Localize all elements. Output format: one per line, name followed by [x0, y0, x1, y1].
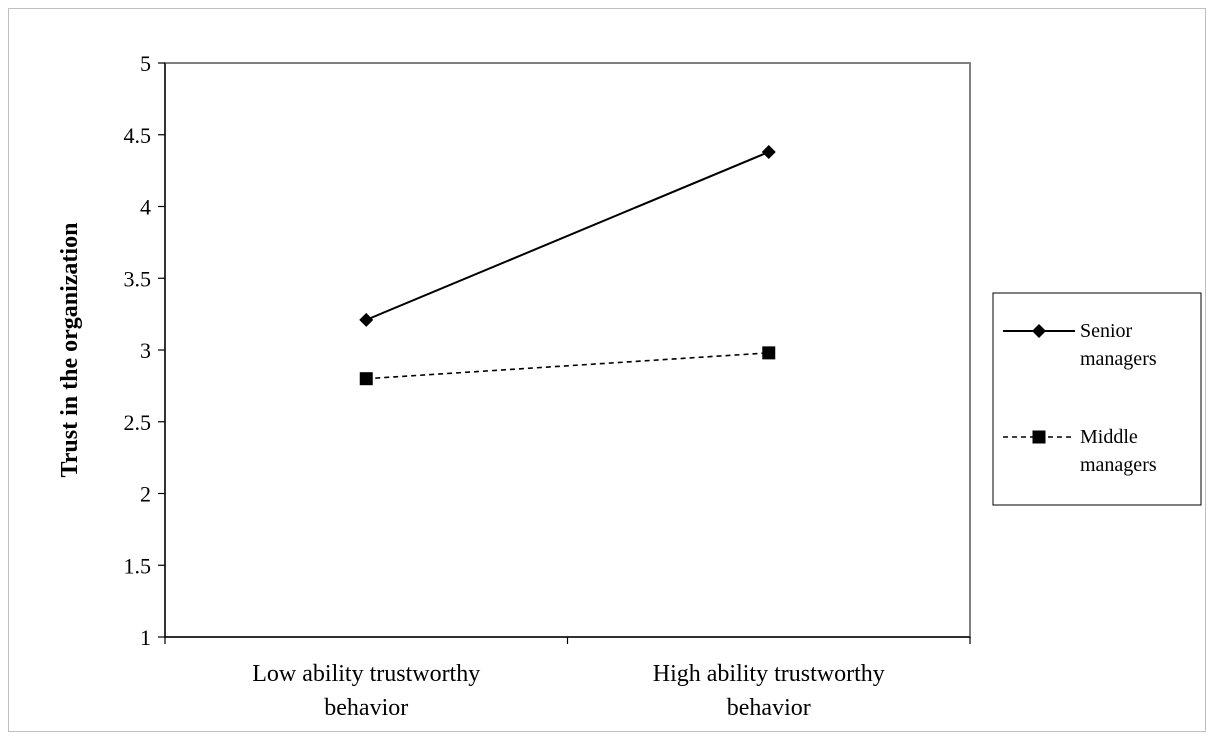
y-tick-label: 1: [140, 625, 151, 650]
y-tick-label: 1.5: [124, 553, 152, 578]
series-line-1: [366, 352, 769, 380]
legend-box: [992, 292, 1202, 506]
legend-label-0: Senior managers: [1080, 320, 1157, 370]
y-tick-label: 3.5: [124, 266, 152, 291]
y-tick-label: 5: [140, 51, 151, 76]
legend-marker-0: [1032, 324, 1046, 338]
data-point-series-1: [359, 372, 373, 386]
data-point-series-0: [359, 312, 374, 327]
data-point-series-1: [762, 346, 776, 360]
x-category-label: High ability trustworthy behavior: [653, 661, 885, 721]
y-tick-label: 4.5: [124, 123, 152, 148]
legend-marker-1: [1032, 430, 1046, 444]
legend-label-1: Middle managers: [1080, 426, 1157, 476]
series-line-0: [365, 151, 770, 321]
y-tick-label: 2.5: [124, 410, 152, 435]
x-category-label: Low ability trustworthy behavior: [252, 661, 480, 721]
y-tick-label: 3: [140, 338, 151, 363]
plot-area: [164, 62, 971, 638]
y-tick-label: 2: [140, 482, 151, 507]
data-point-series-0: [761, 144, 776, 159]
y-axis-title: Trust in the organization: [57, 223, 83, 478]
y-tick-label: 4: [140, 195, 151, 220]
